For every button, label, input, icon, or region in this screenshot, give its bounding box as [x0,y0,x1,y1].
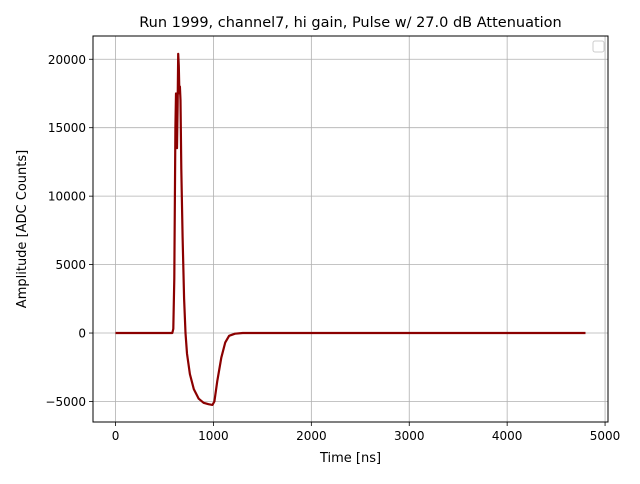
x-tick-label: 2000 [296,429,327,443]
y-tick-label: 20000 [48,53,86,67]
x-tick-label: 3000 [394,429,425,443]
x-axis-ticks: 0 1000 2000 3000 4000 5000 [112,422,621,443]
legend-box [592,40,605,53]
x-tick-label: 5000 [590,429,621,443]
y-tick-label: 15000 [48,121,86,135]
x-tick-label: 0 [112,429,120,443]
y-tick-label: 10000 [48,190,86,204]
x-tick-label: 4000 [492,429,523,443]
y-axis-label: Amplitude [ADC Counts] [15,150,30,308]
y-tick-label: −5000 [45,395,86,409]
plot-area-frame [92,35,609,423]
y-axis-ticks: −5000 0 5000 10000 15000 20000 [45,53,93,409]
y-tick-label: 5000 [55,258,86,272]
series-line [115,52,586,406]
chart-title: Run 1999, channel7, hi gain, Pulse w/ 27… [139,15,562,31]
y-tick-label: 0 [78,327,86,341]
x-tick-label: 1000 [198,429,229,443]
series-group [115,52,586,406]
x-axis-label: Time [ns] [319,451,381,466]
